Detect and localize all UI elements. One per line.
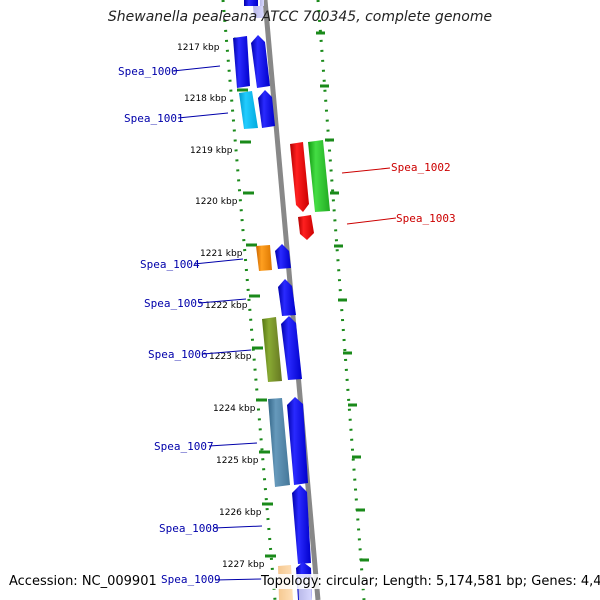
gene-label-spea-1006[interactable]: Spea_1006: [148, 348, 208, 361]
tick-label: 1220 kbp: [195, 197, 238, 207]
gene-label-spea-1008[interactable]: Spea_1008: [159, 522, 219, 535]
tick-label: 1223 kbp: [209, 352, 252, 362]
gene-feature-spea-1003: [308, 140, 330, 212]
tick-label: 1222 kbp: [205, 301, 248, 311]
accession-label: Accession: NC_009901: [9, 574, 157, 589]
genome-summary: Topology: circular; Length: 5,174,581 bp…: [261, 574, 600, 589]
gene-feature-spea-1000b: [251, 35, 270, 88]
gene-label-spea-1001[interactable]: Spea_1001: [124, 112, 184, 125]
left-tick-rail: [221, 0, 277, 600]
gene-feature-spea-1001b: [258, 90, 275, 128]
gene-label-spea-1004[interactable]: Spea_1004: [140, 258, 200, 271]
gene-feature-top-partial-3: [253, 6, 264, 18]
gene-label-spea-1005[interactable]: Spea_1005: [144, 297, 204, 310]
genome-summary-text: Topology: circular; Length: 5,174,581 bp…: [261, 574, 600, 589]
tick-label: 1219 kbp: [190, 146, 233, 156]
gene-feature-spea-1007b: [287, 397, 308, 485]
gene-label-spea-1003[interactable]: Spea_1003: [396, 212, 456, 225]
forward-track-band: [283, 0, 368, 600]
tick-label: 1224 kbp: [213, 404, 256, 414]
gene-label-spea-1007[interactable]: Spea_1007: [154, 440, 214, 453]
kbp-labels: 1217 kbp 1218 kbp 1219 kbp 1220 kbp 1221…: [177, 43, 265, 570]
gene-feature-spea-1006a: [262, 317, 282, 382]
gene-feature-spea-1008: [292, 485, 311, 564]
gene-feature-spea-1002: [290, 142, 309, 212]
label-leaders: [172, 65, 397, 581]
gene-labels: Spea_1000 Spea_1001 Spea_1002 Spea_1003 …: [118, 65, 456, 586]
tick-label: 1225 kbp: [216, 456, 259, 466]
tick-label: 1221 kbp: [200, 249, 243, 259]
gene-label-spea-1009[interactable]: Spea_1009: [161, 573, 221, 586]
tick-label: 1218 kbp: [184, 94, 227, 104]
gene-feature-spea-1007a: [268, 398, 290, 487]
gene-feature-spea-1004b: [275, 244, 291, 269]
gene-label-spea-1002[interactable]: Spea_1002: [391, 161, 451, 174]
gene-feature-top-partial: [244, 0, 258, 6]
tick-label: 1226 kbp: [219, 508, 262, 518]
gene-label-spea-1000[interactable]: Spea_1000: [118, 65, 178, 78]
gene-feature-spea-1003b: [298, 215, 314, 240]
gene-feature-spea-1006b: [281, 316, 302, 380]
gene-feature-spea-1001a: [239, 91, 258, 129]
gene-feature-top-partial-2: [260, 0, 264, 6]
gene-feature-spea-1000a: [233, 36, 250, 88]
gene-feature-spea-1005: [278, 279, 296, 316]
gene-feature-spea-1004a: [256, 245, 272, 271]
tick-label: 1217 kbp: [177, 43, 220, 53]
map-title: Shewanella pealeana ATCC 700345, complet…: [107, 9, 493, 25]
gene-features: [233, 0, 330, 600]
tick-label: 1227 kbp: [222, 560, 265, 570]
